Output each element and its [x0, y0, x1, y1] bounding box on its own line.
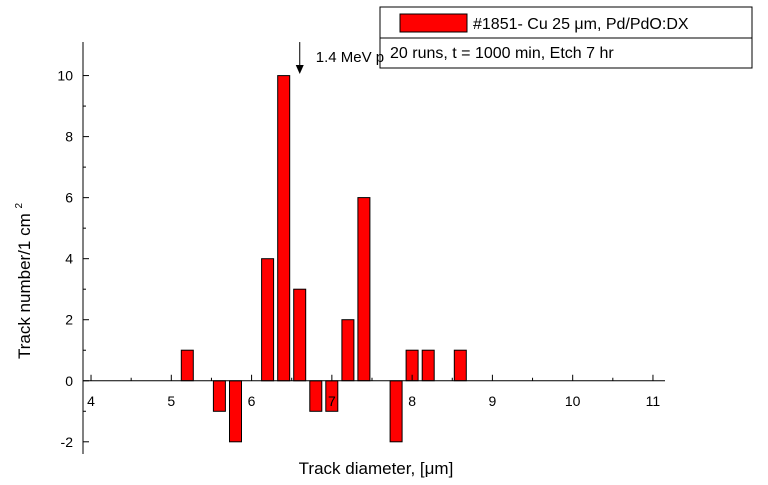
y-tick-label-4: 6 — [65, 190, 73, 206]
y-tick-label-2: 2 — [65, 312, 73, 328]
x-tick-label-6: 10 — [565, 393, 581, 409]
bars-layer — [180, 75, 467, 443]
bar-0 — [180, 349, 194, 382]
y-axis-title: Track number/1 cm 2 — [14, 203, 34, 360]
legend-series-label: #1851- Cu 25 μm, Pd/PdO:DX — [473, 16, 689, 33]
bar-3 — [261, 258, 275, 382]
bar-6 — [309, 380, 323, 412]
annotation-arrow-head — [295, 65, 304, 75]
bar-9 — [357, 197, 371, 382]
legend-conditions-label: 20 runs, t = 1000 min, Etch 7 hr — [390, 45, 614, 62]
y-tick-label-3: 4 — [65, 251, 73, 267]
bar-13 — [453, 349, 467, 382]
labels-layer: -2 0 2 4 6 8 10 4 5 6 7 8 9 10 11 — [57, 68, 660, 450]
x-tick-label-5: 9 — [489, 393, 497, 409]
legend-swatch — [399, 13, 468, 33]
y-axis-title-group: Track number/1 cm 2 — [14, 203, 34, 360]
y-tick-label-6: 10 — [57, 68, 73, 84]
legend: #1851- Cu 25 μm, Pd/PdO:DX 20 runs, t = … — [379, 6, 753, 69]
energy-annotation: 1.4 MeV p — [295, 42, 384, 75]
bar-2 — [229, 380, 242, 443]
x-tick-label-1: 5 — [167, 393, 175, 409]
x-tick-label-0: 4 — [87, 393, 95, 409]
bar-12 — [421, 349, 435, 382]
y-axis-title-superscript: 2 — [14, 203, 25, 209]
x-tick-label-3: 7 — [328, 393, 336, 409]
axes-layer — [82, 42, 665, 454]
bar-8 — [341, 319, 355, 382]
bar-10 — [389, 380, 403, 443]
x-axis-title: Track diameter, [μm] — [299, 459, 454, 478]
y-tick-label-0: -2 — [61, 434, 74, 450]
x-tick-label-2: 6 — [248, 393, 256, 409]
y-tick-label-5: 8 — [65, 129, 73, 145]
x-tick-label-4: 8 — [408, 393, 416, 409]
y-axis-title-main: Track number/1 cm — [15, 213, 34, 359]
bar-4 — [277, 75, 291, 382]
bar-1 — [212, 380, 226, 412]
y-tick-label-1: 0 — [65, 373, 73, 389]
annotation-text: 1.4 MeV p — [316, 49, 384, 66]
bar-5 — [293, 288, 307, 382]
x-tick-label-7: 11 — [646, 393, 661, 409]
